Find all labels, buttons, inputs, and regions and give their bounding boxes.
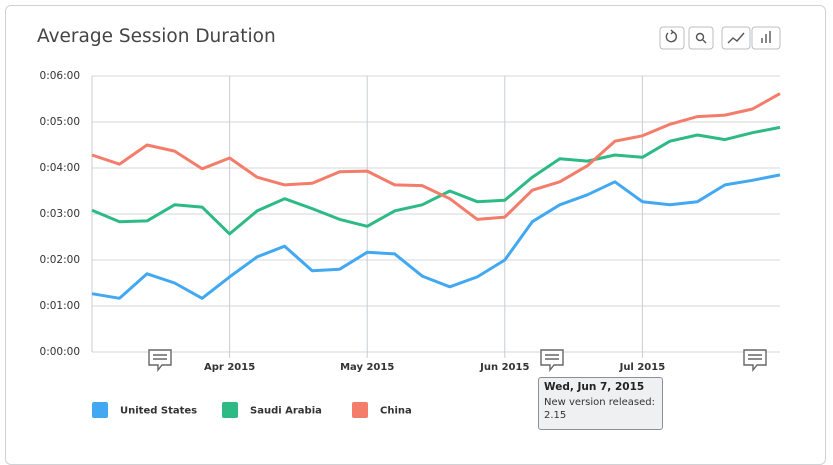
series-line [91, 125, 781, 236]
chart: Average Session Duration 0:00:00 0:01:00 0… [37, 26, 781, 418]
y-tick-label: 0:05:00 [40, 116, 80, 128]
zoom-button[interactable] [688, 26, 714, 50]
series-line [91, 173, 781, 300]
page: {"chart_data": { "type": "line", "title"… [5, 5, 826, 465]
legend-label: China [380, 406, 412, 417]
toolbar [659, 26, 781, 50]
annotation-tooltip: Wed, Jun 7, 2015 New version released: 2… [538, 377, 663, 430]
annotation-icon[interactable] [540, 349, 564, 372]
legend-swatch [222, 402, 238, 418]
zoom-icon-handle [702, 39, 707, 44]
x-tick-label: Apr 2015 [204, 362, 255, 373]
annotation-title: Wed, Jun 7, 2015 [544, 381, 645, 393]
y-tick-label: 0:04:00 [40, 162, 80, 174]
annotation-text: New version released: 2.15 [544, 397, 655, 421]
zoom-icon [695, 32, 705, 42]
reset-button[interactable] [659, 26, 685, 50]
y-tick-label: 0:06:00 [40, 70, 80, 82]
annotation-icon[interactable] [148, 349, 172, 372]
chart-title: Average Session Duration [37, 26, 276, 47]
bar-icon [761, 31, 771, 43]
annotation-icons [148, 349, 767, 372]
series-line [91, 92, 781, 221]
y-tick-label: 0:01:00 [40, 300, 80, 312]
legend-swatch [92, 402, 108, 418]
line-view-button[interactable] [721, 26, 751, 50]
x-tick-label: May 2015 [340, 362, 394, 373]
legend-label: United States [120, 406, 197, 417]
y-tick-label: 0:00:00 [40, 346, 80, 358]
legend-swatch [352, 402, 368, 418]
legend-label: Saudi Arabia [250, 406, 322, 417]
y-tick-label: 0:02:00 [40, 254, 80, 266]
annotation-icon[interactable] [743, 349, 767, 372]
x-tick-label: Jul 2015 [619, 362, 666, 373]
x-tick-label: Jun 2015 [479, 362, 529, 373]
reset-icon [665, 29, 678, 43]
y-tick-label: 0:03:00 [40, 208, 80, 220]
line-icon [727, 32, 745, 44]
